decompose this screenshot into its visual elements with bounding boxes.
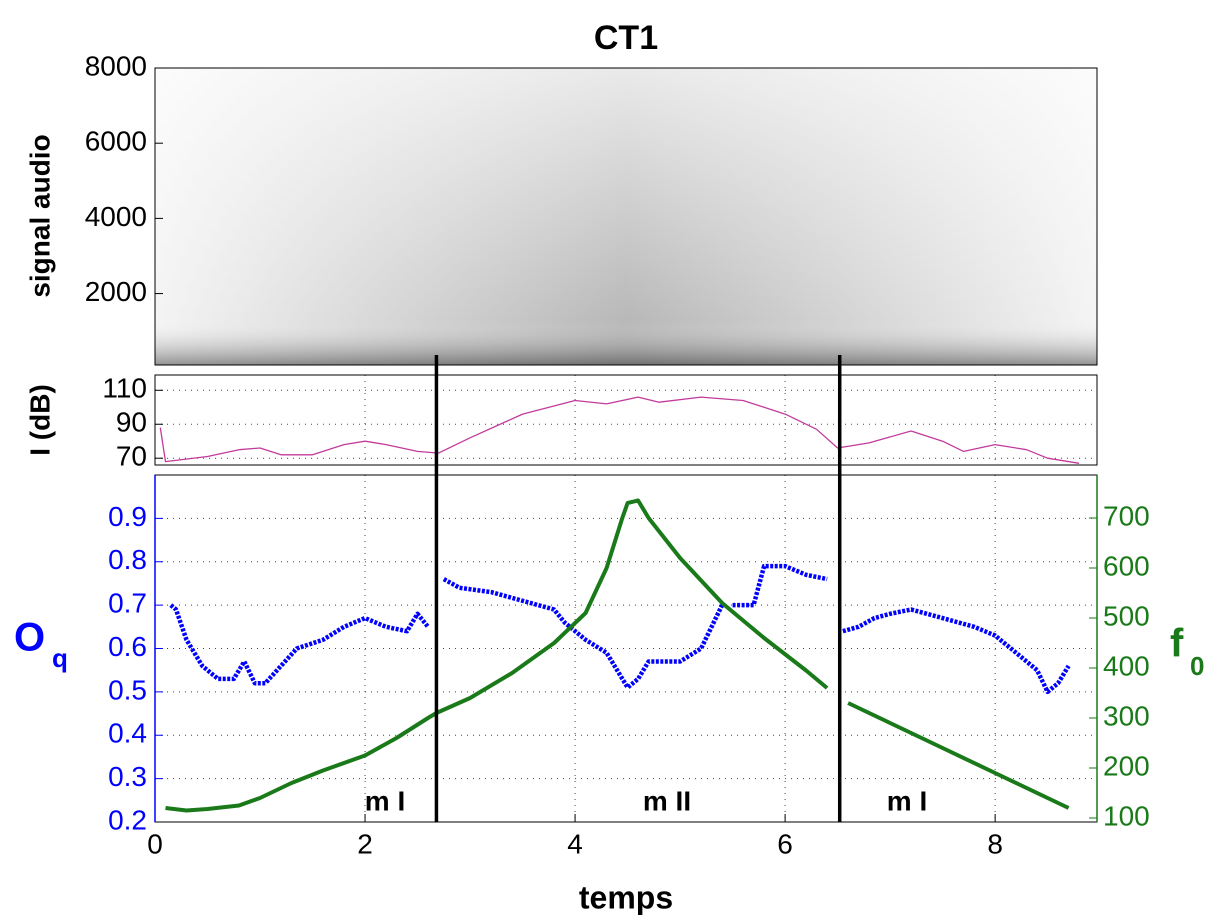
y-tick-label: 6000 — [85, 126, 147, 157]
y-tick-label: 0.4 — [108, 718, 147, 749]
y-label: I (dB) — [24, 384, 55, 456]
y-tick-label: 0.6 — [108, 631, 147, 662]
data-line — [165, 498, 1070, 813]
y-tick-label: 4000 — [85, 201, 147, 232]
spectrogram-shade — [155, 68, 1097, 365]
y-label: signal audio — [24, 134, 55, 297]
y2-tick-label: 300 — [1103, 700, 1150, 731]
y-label-sub: q — [52, 643, 68, 673]
y-label: O — [14, 616, 45, 660]
y2-tick-label: 200 — [1103, 750, 1150, 781]
x-tick-label: 4 — [567, 828, 583, 859]
y-tick-label: 0.9 — [108, 501, 147, 532]
y-tick-label: 8000 — [85, 50, 147, 81]
y-tick-label: 0.8 — [108, 544, 147, 575]
y-tick-label: 0.2 — [108, 804, 147, 835]
y-tick-label: 70 — [116, 441, 147, 472]
y2-tick-label: 600 — [1103, 550, 1150, 581]
plot-frame — [154, 67, 1098, 366]
y-tick-label: 0.7 — [108, 588, 147, 619]
data-line — [159, 396, 1080, 464]
y-tick-label: 90 — [116, 407, 147, 438]
x-tick-label: 8 — [987, 828, 1003, 859]
annotation: m II — [643, 785, 691, 816]
y-tick-label: 110 — [102, 373, 147, 404]
data-line — [169, 563, 1071, 695]
y2-tick-label: 100 — [1103, 800, 1150, 831]
x-tick-label: 0 — [147, 828, 163, 859]
y2-tick-label: 400 — [1103, 650, 1150, 681]
y2-tick-label: 700 — [1103, 500, 1150, 531]
y2-tick-label: 500 — [1103, 600, 1150, 631]
annotation: m I — [887, 785, 927, 816]
x-tick-label: 6 — [777, 828, 793, 859]
x-tick-label: 2 — [357, 828, 373, 859]
y2-label: f — [1170, 622, 1184, 666]
y2-label-sub: 0 — [1190, 651, 1204, 681]
y-tick-label: 0.3 — [108, 761, 147, 792]
plot-frame — [154, 374, 1098, 466]
chart-title: CT1 — [594, 19, 658, 57]
x-label: temps — [579, 879, 673, 915]
y-tick-label: 0.5 — [108, 674, 147, 705]
y-tick-label: 2000 — [85, 276, 147, 307]
annotation: m I — [365, 785, 405, 816]
